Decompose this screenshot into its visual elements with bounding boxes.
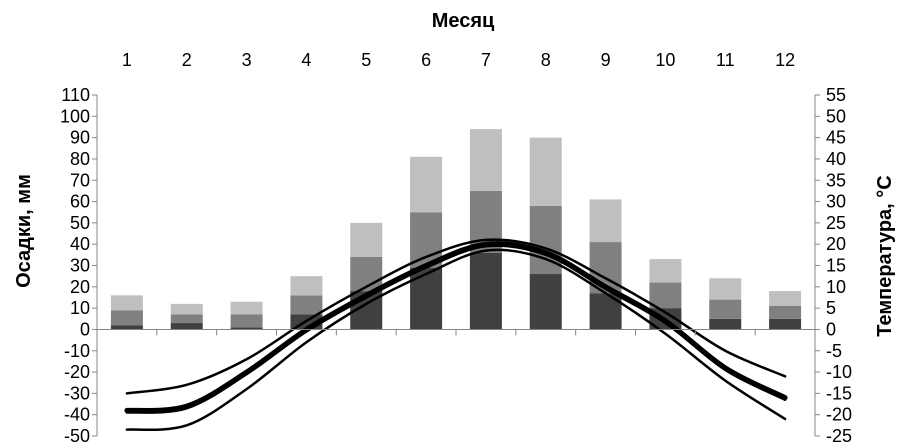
- x-tick-label-5: 5: [361, 50, 371, 70]
- x-tick-label-2: 2: [182, 50, 192, 70]
- bar-segment-4-2: [290, 295, 323, 315]
- y2-tick-label: 20: [826, 234, 846, 254]
- bar-segment-4-3: [290, 276, 323, 296]
- bar-segment-10-3: [649, 259, 682, 283]
- y-tick-label: -20: [64, 362, 90, 382]
- bar-segment-11-3: [709, 278, 742, 300]
- temperature-line-3: [125, 244, 787, 414]
- bar-segment-3-3: [230, 301, 263, 315]
- x-tick-label-12: 12: [775, 50, 795, 70]
- y2-tick-label: 15: [826, 256, 846, 276]
- x-tick-label-4: 4: [301, 50, 311, 70]
- y2-tick-label: 40: [826, 149, 846, 169]
- axes-layer: 1 2 3 4 5 6 7 8 9 10 11 12-50-40-30-20-100102030405…: [60, 50, 852, 443]
- x-tick-label-6: 6: [421, 50, 431, 70]
- bar-segment-12-1: [769, 318, 802, 330]
- bar-segment-7-1: [469, 252, 502, 330]
- y-tick-label: -40: [64, 405, 90, 425]
- y-tick-label: 10: [70, 298, 90, 318]
- y-tick-label: 20: [70, 277, 90, 297]
- y-tick-label: 80: [70, 149, 90, 169]
- bar-segment-9-3: [589, 199, 622, 243]
- bar-segment-12-3: [769, 291, 802, 306]
- x-tick-label-10: 10: [655, 50, 675, 70]
- bar-segment-2-2: [170, 314, 203, 324]
- y2-tick-label: -5: [826, 341, 842, 361]
- y2-axis-title: Температура, °C: [874, 175, 896, 336]
- bar-segment-5-2: [350, 256, 383, 292]
- y-tick-label: 40: [70, 234, 90, 254]
- x-axis-title: Месяц: [432, 10, 495, 32]
- y2-tick-label: -10: [826, 362, 852, 382]
- y-tick-label: 50: [70, 213, 90, 233]
- y2-tick-label: 30: [826, 192, 846, 212]
- x-tick-label-1: 1: [122, 50, 132, 70]
- bar-segment-9-1: [589, 293, 622, 330]
- y2-tick-label: 0: [826, 319, 836, 339]
- y2-tick-label: 35: [826, 170, 846, 190]
- temperature-line-4: [125, 248, 787, 431]
- y-tick-label: 30: [70, 256, 90, 276]
- bar-segment-11-2: [709, 299, 742, 319]
- bar-segment-6-3: [410, 156, 443, 213]
- y-tick-label: 60: [70, 192, 90, 212]
- x-tick-label-3: 3: [242, 50, 252, 70]
- bar-segment-6-1: [410, 267, 443, 330]
- bar-segment-3-2: [230, 314, 263, 328]
- y-tick-label: 110: [61, 85, 90, 105]
- y2-tick-label: -15: [826, 383, 852, 403]
- bar-segment-3-1: [230, 327, 263, 330]
- x-tick-label-11: 11: [716, 50, 735, 70]
- y-tick-label: -10: [64, 341, 90, 361]
- x-tick-label-9: 9: [601, 50, 611, 70]
- bar-segment-5-3: [350, 222, 383, 257]
- y2-tick-label: 50: [826, 106, 846, 126]
- y2-tick-label: -25: [826, 426, 852, 443]
- y2-tick-label: 45: [826, 128, 846, 148]
- temperature-line-1: [125, 238, 787, 395]
- y-tick-label: 70: [70, 170, 90, 190]
- y-tick-label: -30: [64, 383, 90, 403]
- y2-tick-label: 55: [826, 85, 846, 105]
- bar-segment-12-2: [769, 305, 802, 319]
- bar-layer: [110, 129, 802, 330]
- y2-tick-label: -20: [826, 405, 852, 425]
- y2-tick-label: 25: [826, 213, 846, 233]
- y-tick-label: 0: [80, 319, 90, 339]
- bar-segment-8-3: [529, 137, 562, 206]
- y2-tick-label: 10: [826, 277, 846, 297]
- bar-segment-8-1: [529, 274, 562, 330]
- bar-segment-1-1: [110, 325, 143, 330]
- x-tick-label-8: 8: [541, 50, 551, 70]
- y-tick-label: 100: [60, 106, 90, 126]
- bar-segment-11-1: [709, 318, 742, 330]
- y-axis-title: Осадки, мм: [13, 174, 35, 288]
- y-tick-label: -50: [64, 426, 90, 443]
- bar-segment-1-3: [110, 295, 143, 311]
- bar-segment-10-2: [649, 282, 682, 309]
- temperature-lines: [124, 238, 788, 431]
- y2-tick-label: 5: [826, 298, 836, 318]
- bar-segment-1-2: [110, 310, 143, 326]
- temperature-line-2: [124, 241, 788, 413]
- bar-segment-2-1: [170, 323, 203, 330]
- x-tick-label-7: 7: [481, 50, 491, 70]
- y-tick-label: 90: [70, 128, 90, 148]
- bar-segment-2-3: [170, 303, 203, 315]
- bar-segment-7-3: [469, 129, 502, 191]
